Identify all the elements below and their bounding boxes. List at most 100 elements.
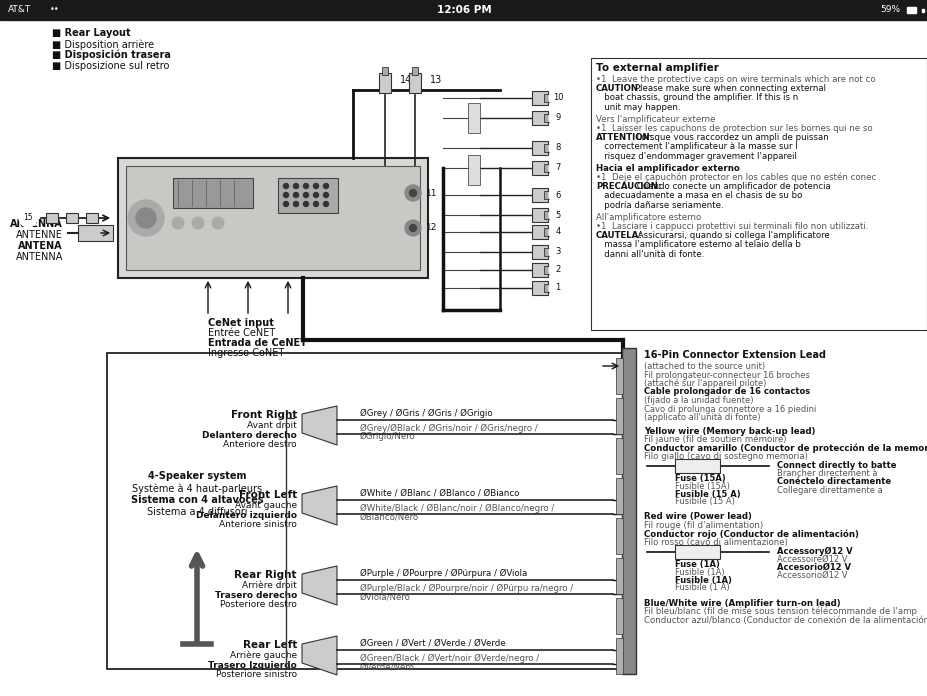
- Circle shape: [404, 220, 421, 236]
- Text: 12:06 PM: 12:06 PM: [437, 5, 490, 15]
- Bar: [616, 398, 622, 434]
- Text: ANTENNE: ANTENNE: [16, 230, 63, 240]
- Text: 10: 10: [552, 93, 563, 102]
- Text: Fil jaune (fil de soutien mémoire): Fil jaune (fil de soutien mémoire): [643, 435, 786, 445]
- Text: unit may happen.: unit may happen.: [595, 102, 679, 111]
- Circle shape: [303, 184, 308, 189]
- Text: danni all'unità di fonte.: danni all'unità di fonte.: [595, 250, 704, 259]
- Bar: [409, 73, 421, 93]
- Bar: [543, 248, 550, 256]
- Text: 2: 2: [554, 265, 560, 274]
- Text: Collegare direttamente a: Collegare direttamente a: [776, 486, 882, 495]
- Bar: [543, 191, 550, 199]
- Circle shape: [19, 209, 37, 227]
- Text: Fuse (15A): Fuse (15A): [674, 475, 725, 484]
- Text: Lorsque vous raccordez un ampli de puissan: Lorsque vous raccordez un ampli de puiss…: [630, 133, 828, 142]
- Text: Fil rouge (fil d'alimentation): Fil rouge (fil d'alimentation): [643, 521, 762, 530]
- Circle shape: [171, 217, 184, 229]
- Text: Blue/White wire (Amplifier turn-on lead): Blue/White wire (Amplifier turn-on lead): [643, 599, 840, 608]
- Bar: [531, 111, 548, 125]
- Text: 12: 12: [425, 223, 437, 232]
- Circle shape: [549, 279, 566, 297]
- Bar: [107, 353, 622, 669]
- Text: Conéctelo directamente: Conéctelo directamente: [776, 477, 890, 487]
- Text: PRECAUCIÓN:: PRECAUCIÓN:: [595, 182, 661, 191]
- Bar: [616, 638, 622, 674]
- Text: Fil prolongateur-connecteur 16 broches: Fil prolongateur-connecteur 16 broches: [643, 370, 809, 379]
- Bar: [86, 213, 98, 223]
- Text: Rear Left: Rear Left: [242, 640, 297, 650]
- Bar: [543, 211, 550, 219]
- Text: 13: 13: [429, 75, 442, 85]
- Text: CeNet input: CeNet input: [208, 318, 273, 328]
- Circle shape: [549, 261, 566, 279]
- Circle shape: [293, 193, 298, 198]
- Circle shape: [324, 184, 328, 189]
- Circle shape: [192, 217, 204, 229]
- Circle shape: [549, 243, 566, 261]
- Text: Avant droit: Avant droit: [247, 421, 297, 430]
- Bar: [172, 178, 253, 208]
- Bar: [467, 155, 479, 185]
- Text: AccessorioØ12 V: AccessorioØ12 V: [776, 571, 846, 580]
- Text: •1  Deje el capuchón protector en los cables que no estén conec: •1 Deje el capuchón protector en los cab…: [595, 173, 875, 182]
- Polygon shape: [301, 406, 337, 445]
- Text: 59%: 59%: [879, 6, 899, 15]
- Text: Fusibile (15 A): Fusibile (15 A): [674, 497, 734, 506]
- Text: •1  Lasciare i cappucci protettivi sui terminali filo non utilizzati.: •1 Lasciare i cappucci protettivi sui te…: [595, 222, 868, 231]
- Text: AccesorioØ12 V: AccesorioØ12 V: [776, 562, 850, 571]
- Text: 5: 5: [554, 210, 560, 219]
- Text: Sistema a 4 diffusori: Sistema a 4 diffusori: [146, 507, 247, 517]
- Text: Filo giallo (cavo di sostegno memoria): Filo giallo (cavo di sostegno memoria): [643, 452, 807, 461]
- Text: Front Left: Front Left: [238, 490, 297, 500]
- Bar: [905, 6, 921, 14]
- Text: Trasero derecho: Trasero derecho: [214, 590, 297, 599]
- Circle shape: [313, 193, 318, 198]
- Text: Anteriore sinistro: Anteriore sinistro: [219, 520, 297, 529]
- Bar: [543, 94, 550, 102]
- Circle shape: [409, 225, 416, 232]
- Bar: [118, 158, 427, 278]
- Text: AccessoryØ12 V: AccessoryØ12 V: [776, 546, 852, 555]
- Bar: [543, 164, 550, 172]
- Text: ØWhite/Black / ØBlanc/noir / ØBlanco/negro /: ØWhite/Black / ØBlanc/noir / ØBlanco/neg…: [360, 504, 553, 513]
- Circle shape: [283, 184, 288, 189]
- Bar: [531, 263, 548, 277]
- Bar: [616, 598, 622, 634]
- Text: Fusible (15A): Fusible (15A): [674, 482, 730, 491]
- Text: ATTENTION:: ATTENTION:: [595, 133, 654, 142]
- Text: AccessoireØ12 V: AccessoireØ12 V: [776, 555, 846, 564]
- Text: ØGreen/Black / ØVert/noir ØVerde/negro /: ØGreen/Black / ØVert/noir ØVerde/negro /: [360, 654, 539, 663]
- Text: Système à 4 haut-parleurs: Système à 4 haut-parleurs: [132, 483, 261, 493]
- Text: 8: 8: [554, 143, 560, 152]
- Text: Conductor rojo (Conductor de alimentación): Conductor rojo (Conductor de alimentació…: [643, 530, 858, 539]
- Bar: [590, 58, 926, 330]
- Text: ANTENNA: ANTENNA: [16, 252, 63, 262]
- Text: Fusible (1A): Fusible (1A): [674, 576, 731, 585]
- Text: •1  Leave the protective caps on wire terminals which are not co: •1 Leave the protective caps on wire ter…: [595, 75, 875, 84]
- Text: CAUTELA:: CAUTELA:: [595, 231, 642, 240]
- Bar: [616, 358, 622, 394]
- Text: Anteriore destro: Anteriore destro: [223, 440, 297, 449]
- Circle shape: [303, 193, 308, 198]
- Text: 6: 6: [554, 191, 560, 200]
- Circle shape: [549, 159, 566, 177]
- Text: ■ Disposition arrière: ■ Disposition arrière: [52, 39, 154, 49]
- Text: Assicurarsi, quando si collega l'amplificatore: Assicurarsi, quando si collega l'amplifi…: [623, 231, 829, 240]
- Text: •1  Laisser les capuchons de protection sur les bornes qui ne so: •1 Laisser les capuchons de protection s…: [595, 124, 871, 133]
- Bar: [921, 8, 923, 12]
- Text: Fusible (1A): Fusible (1A): [674, 568, 724, 577]
- Text: correctement l'amplificateur à la masse sur l: correctement l'amplificateur à la masse …: [595, 143, 797, 152]
- Polygon shape: [301, 486, 337, 525]
- Bar: [616, 478, 622, 514]
- Text: ØGrey / ØGris / ØGris / ØGrigio: ØGrey / ØGris / ØGris / ØGrigio: [360, 409, 492, 418]
- Circle shape: [283, 193, 288, 198]
- Circle shape: [404, 185, 421, 201]
- Text: All'amplificatore esterno: All'amplificatore esterno: [595, 213, 701, 222]
- Text: Fil bleu/blanc (fil de mise sous tension télécommande de l'amp: Fil bleu/blanc (fil de mise sous tension…: [643, 607, 916, 617]
- Bar: [674, 459, 719, 473]
- Bar: [382, 67, 387, 75]
- Circle shape: [293, 184, 298, 189]
- Text: Avant gauche: Avant gauche: [235, 501, 297, 510]
- Text: ØBianco/Nero: ØBianco/Nero: [360, 512, 419, 521]
